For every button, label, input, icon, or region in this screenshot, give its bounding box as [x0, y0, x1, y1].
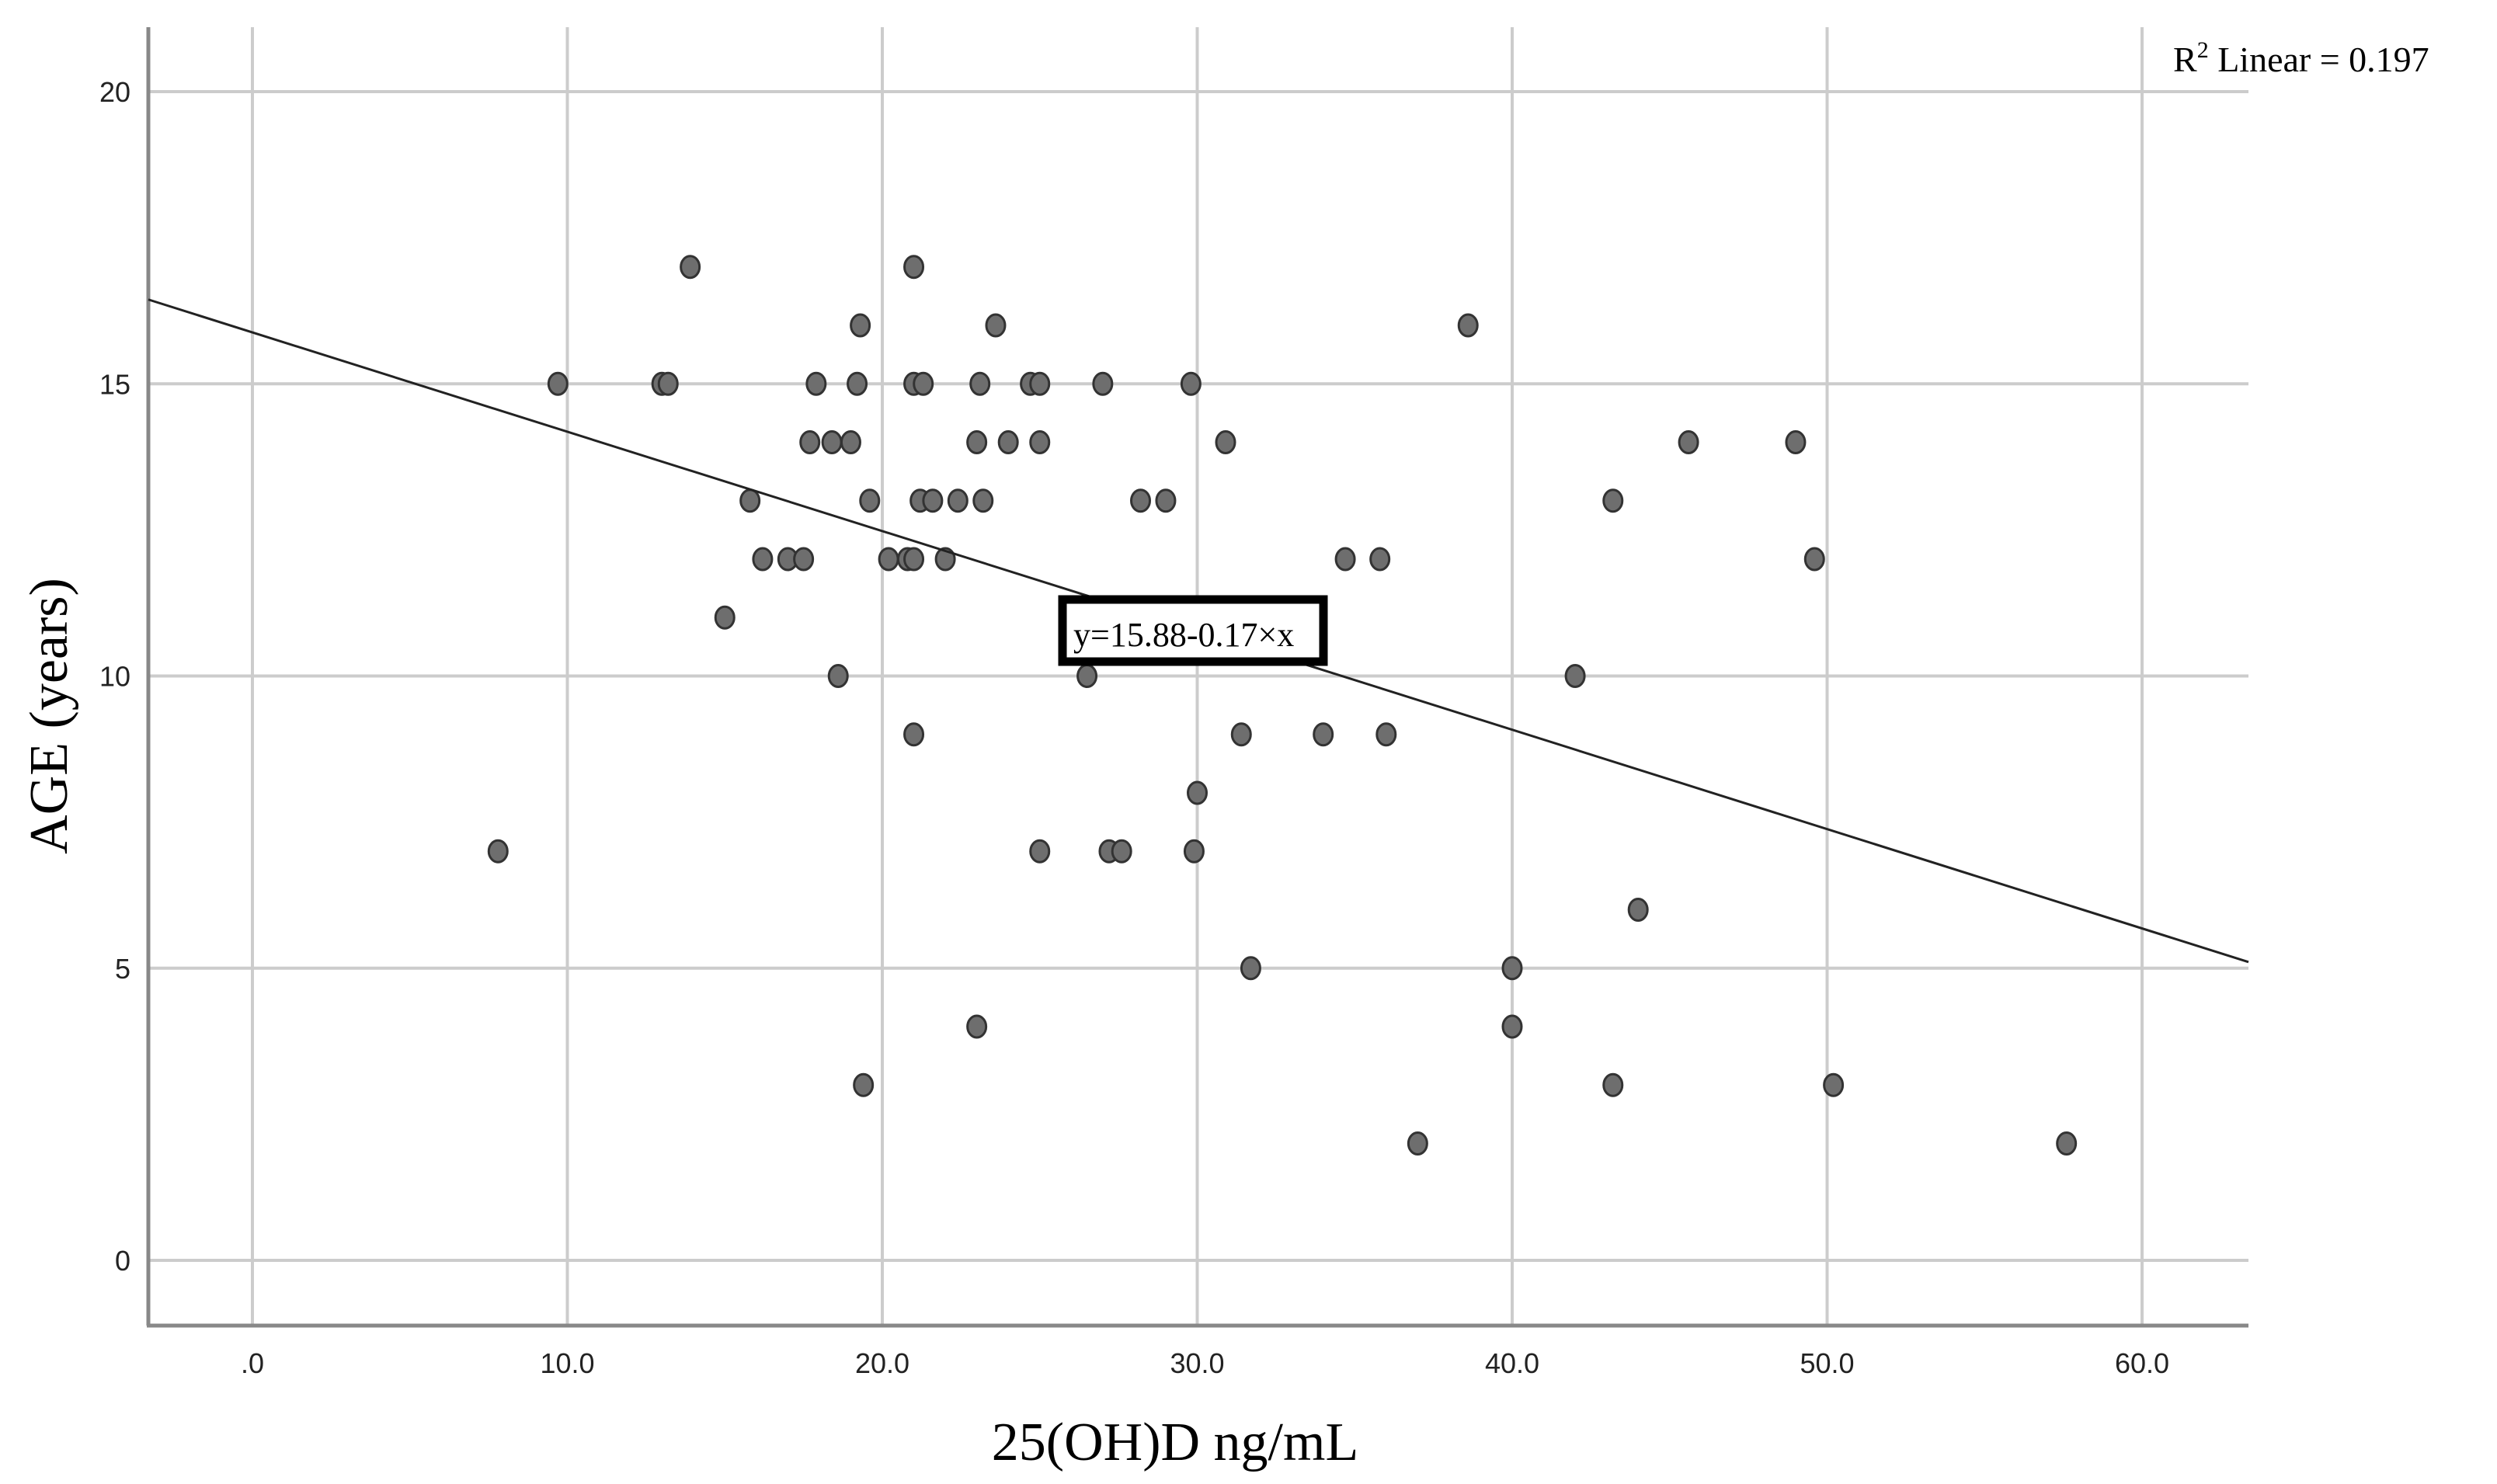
data-point — [1803, 547, 1825, 572]
data-point — [752, 547, 774, 572]
y-tick-label: 0 — [115, 1245, 130, 1277]
r-squared-label: R2 Linear = 0.197 — [2173, 37, 2429, 79]
x-tick-label: .0 — [241, 1347, 264, 1379]
axes — [146, 27, 2248, 1328]
data-point — [1215, 430, 1236, 454]
data-point — [793, 547, 815, 572]
y-tick-label: 15 — [99, 368, 130, 400]
data-point — [997, 430, 1019, 454]
data-point — [487, 839, 509, 864]
data-point — [1564, 664, 1586, 688]
y-axis-title: AGE (years) — [19, 578, 79, 854]
data-point — [1823, 1072, 1845, 1097]
data-point — [1457, 313, 1479, 338]
data-point — [1183, 839, 1205, 864]
data-point — [859, 488, 881, 513]
data-point — [913, 371, 934, 396]
data-point — [1501, 1014, 1523, 1039]
data-point — [966, 430, 988, 454]
data-point — [903, 255, 925, 280]
data-point — [680, 255, 701, 280]
y-tick-label: 20 — [99, 76, 130, 108]
data-point — [1678, 430, 1699, 454]
data-point — [821, 430, 843, 454]
data-point — [1313, 722, 1334, 747]
data-point — [969, 371, 991, 396]
data-point — [714, 605, 736, 630]
data-point — [972, 488, 994, 513]
x-tick-label: 30.0 — [1170, 1347, 1224, 1379]
data-point — [847, 371, 868, 396]
data-point — [1111, 839, 1132, 864]
x-tick-label: 10.0 — [540, 1347, 594, 1379]
data-point — [922, 488, 944, 513]
data-point — [1627, 898, 1649, 922]
data-point — [1155, 488, 1177, 513]
data-point — [1092, 371, 1114, 396]
data-point — [934, 547, 956, 572]
data-points — [487, 255, 2078, 1156]
data-point — [1407, 1131, 1428, 1156]
data-point — [840, 430, 861, 454]
data-point — [1180, 371, 1202, 396]
data-point — [985, 313, 1007, 338]
equation-text: y=15.88-0.17×x — [1073, 616, 1294, 654]
data-point — [1130, 488, 1152, 513]
data-point — [878, 547, 899, 572]
data-point — [1029, 371, 1051, 396]
data-point — [1240, 956, 1261, 981]
data-point — [1230, 722, 1252, 747]
x-tick-label: 40.0 — [1485, 1347, 1539, 1379]
data-point — [853, 1072, 875, 1097]
y-tick-label: 5 — [115, 953, 130, 985]
y-tick-label: 10 — [99, 661, 130, 693]
data-point — [1602, 1072, 1624, 1097]
equation-label: y=15.88-0.17×x — [1058, 595, 1328, 666]
x-tick-label: 60.0 — [2115, 1347, 2169, 1379]
data-point — [1602, 488, 1624, 513]
data-point — [1369, 547, 1391, 572]
x-axis-title: 25(OH)D ng/mL — [992, 1413, 1358, 1472]
data-point — [739, 488, 761, 513]
x-tick-label: 50.0 — [1800, 1347, 1854, 1379]
data-point — [1187, 780, 1208, 805]
y-tick-labels: 0 5 10 15 20 — [99, 76, 130, 1277]
data-point — [805, 371, 827, 396]
grid-lines — [148, 27, 2248, 1326]
data-point — [547, 371, 569, 396]
data-point — [657, 371, 679, 396]
data-point — [903, 722, 925, 747]
data-point — [1785, 430, 1807, 454]
data-point — [947, 488, 969, 513]
data-point — [1334, 547, 1356, 572]
data-point — [1076, 664, 1098, 688]
x-tick-label: 20.0 — [855, 1347, 909, 1379]
data-point — [850, 313, 871, 338]
data-point — [1501, 956, 1523, 981]
x-tick-labels: .0 10.0 20.0 30.0 40.0 50.0 60.0 — [241, 1347, 2169, 1379]
data-point — [1029, 430, 1051, 454]
data-point — [2056, 1131, 2078, 1156]
data-point — [827, 664, 849, 688]
data-point — [799, 430, 821, 454]
data-point — [903, 547, 925, 572]
data-point — [1375, 722, 1397, 747]
data-point — [966, 1014, 988, 1039]
data-point — [1029, 839, 1051, 864]
